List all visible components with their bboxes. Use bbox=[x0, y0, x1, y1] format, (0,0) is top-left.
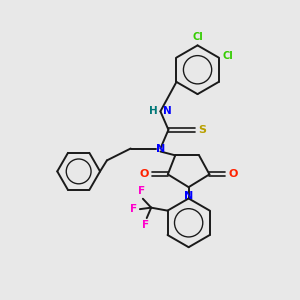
Text: S: S bbox=[198, 125, 206, 135]
Text: O: O bbox=[229, 169, 238, 179]
Text: N: N bbox=[163, 106, 172, 116]
Text: N: N bbox=[156, 143, 165, 154]
Text: F: F bbox=[138, 186, 145, 197]
Text: O: O bbox=[140, 169, 149, 179]
Text: N: N bbox=[184, 191, 193, 201]
Text: Cl: Cl bbox=[192, 32, 203, 42]
Text: F: F bbox=[142, 220, 149, 230]
Text: Cl: Cl bbox=[222, 51, 233, 61]
Text: F: F bbox=[130, 204, 137, 214]
Text: H: H bbox=[149, 106, 158, 116]
